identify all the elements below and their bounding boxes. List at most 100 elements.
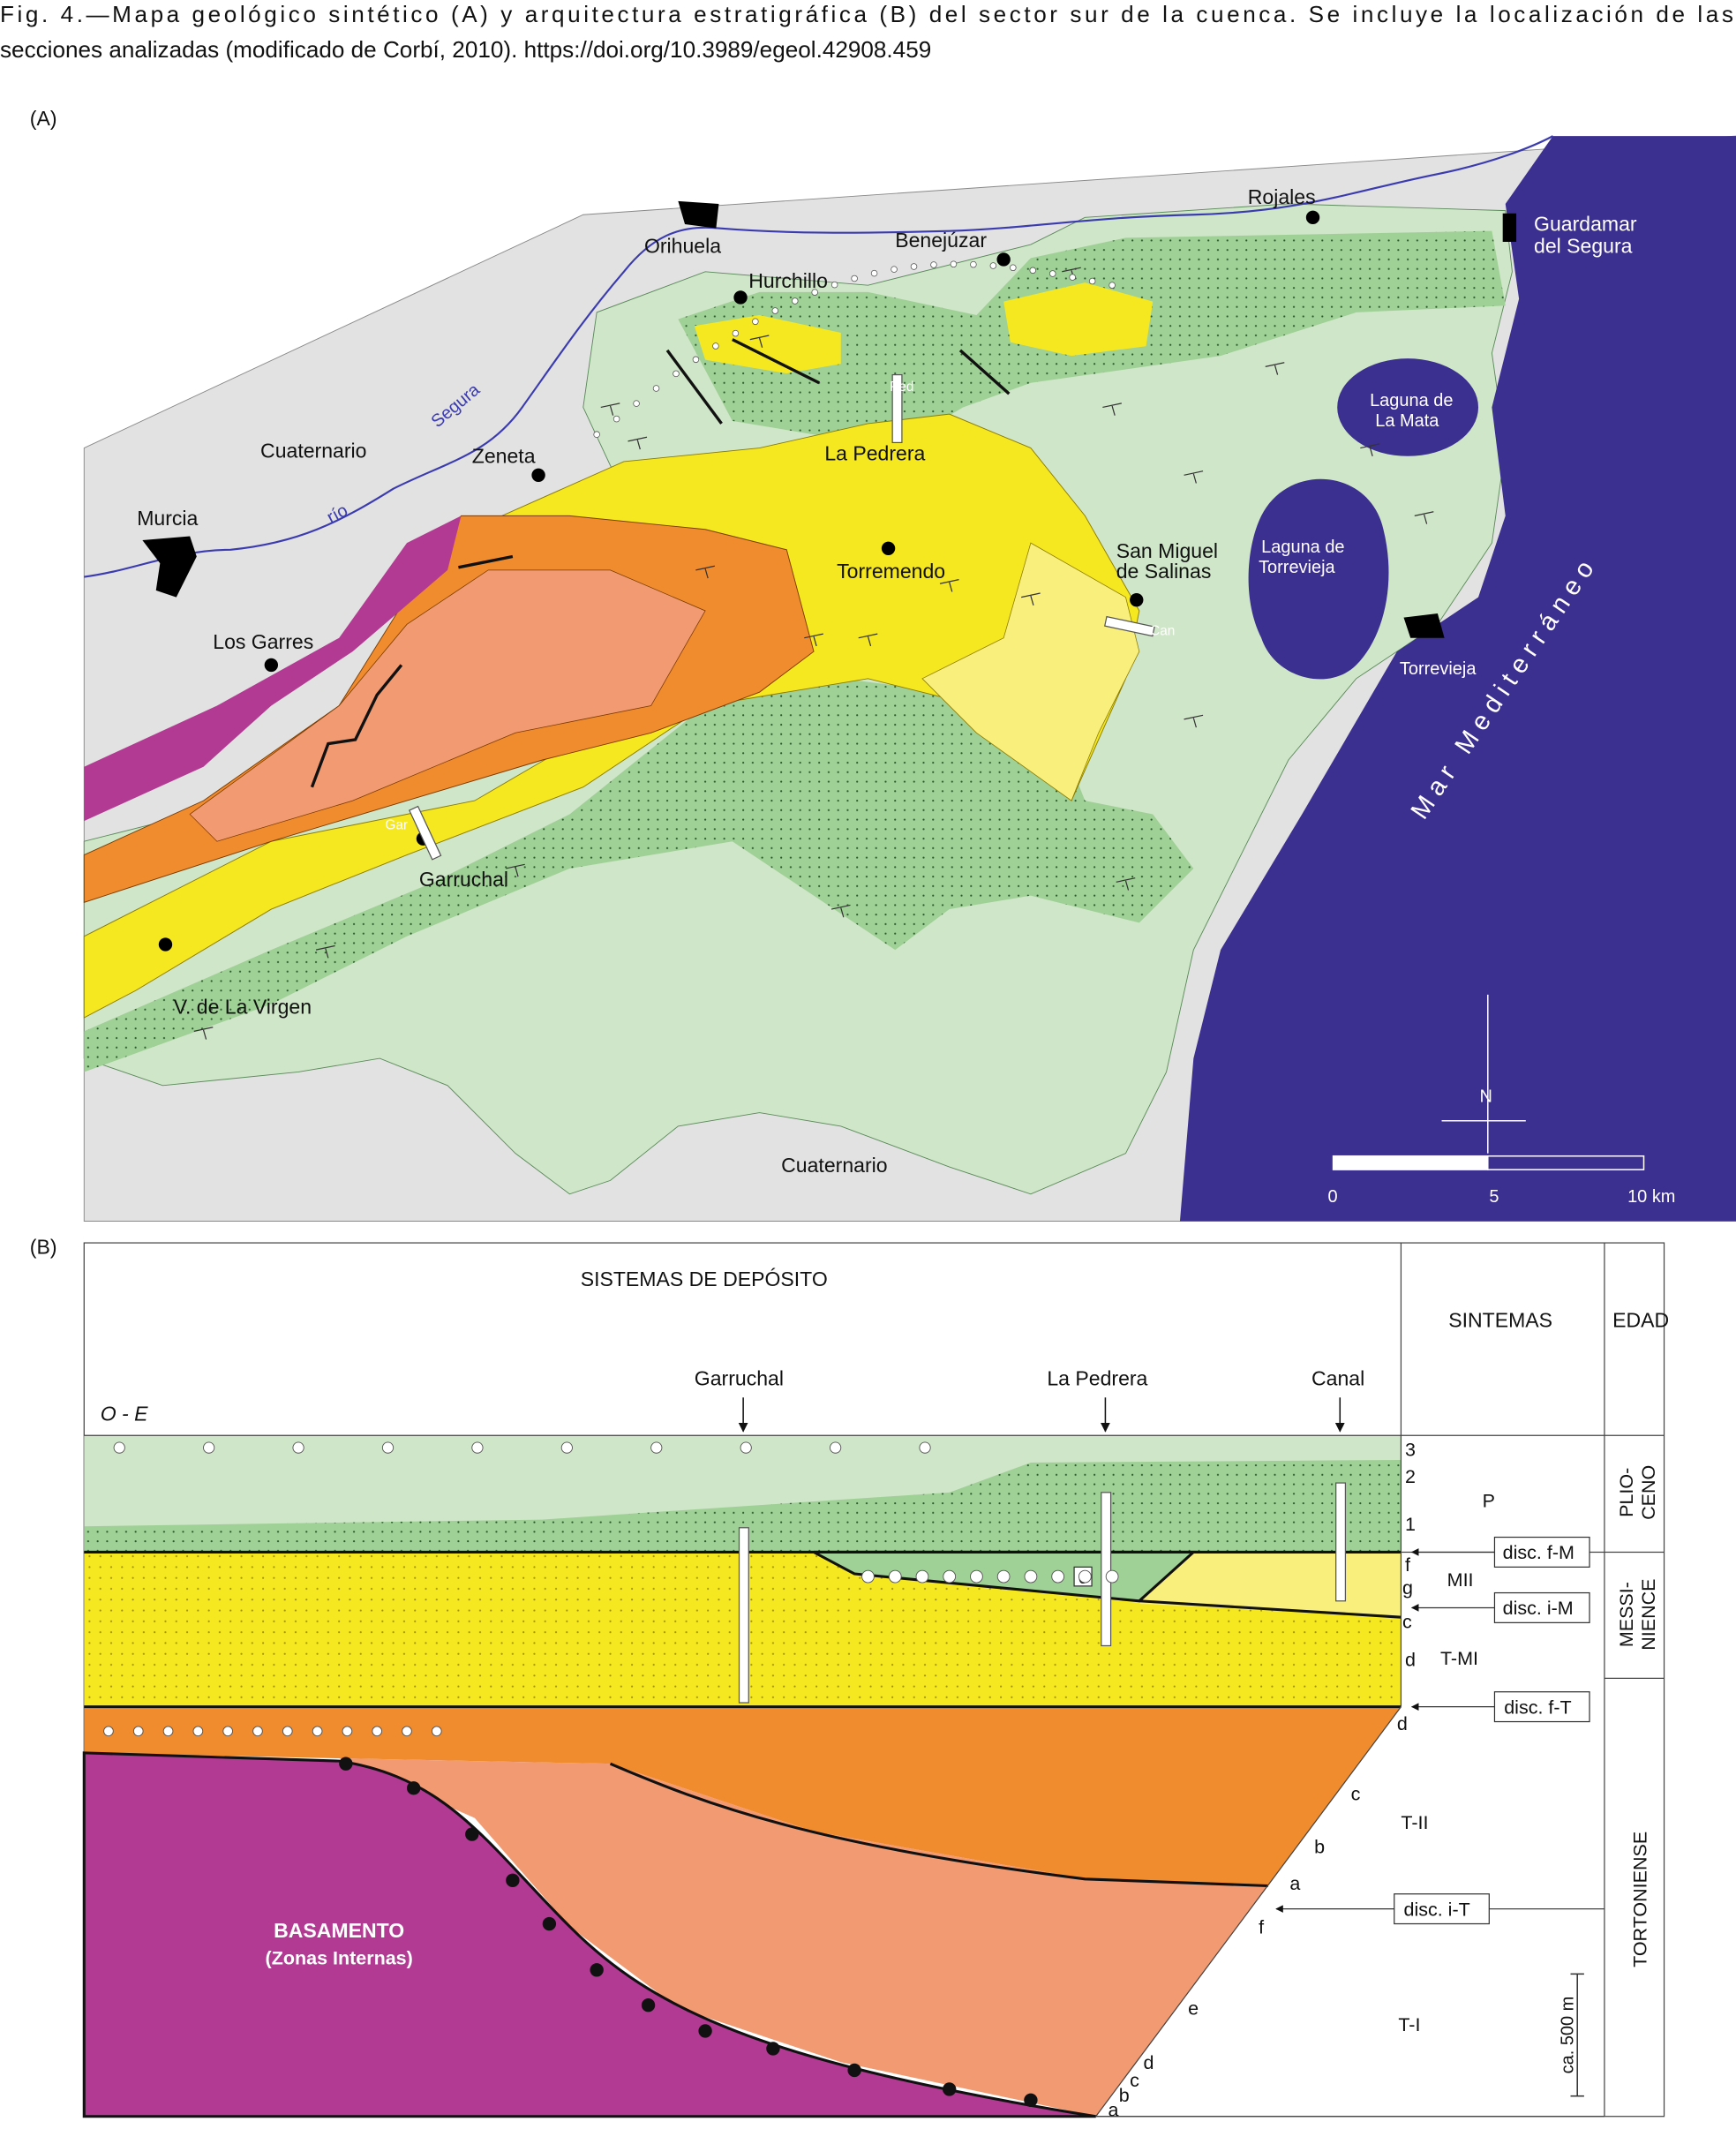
contact-dot	[698, 2024, 712, 2038]
pebble	[970, 1569, 983, 1584]
contact-dot	[943, 2082, 957, 2096]
town-shape	[142, 536, 197, 598]
section-label: Ped	[890, 380, 913, 395]
town-dot	[531, 468, 545, 482]
place-label: del Segura	[1534, 234, 1633, 257]
place-label: Laguna de	[1261, 538, 1344, 557]
pebble	[830, 1441, 842, 1454]
dip-symbol	[1192, 718, 1197, 728]
dip-symbol	[949, 582, 953, 592]
river	[84, 135, 1554, 578]
section-markers	[409, 373, 1155, 861]
edge-label: c	[1130, 2070, 1139, 2091]
town-dot	[733, 290, 748, 305]
section-name: La Pedrera	[1047, 1366, 1147, 1389]
dip-symbol	[1192, 473, 1197, 484]
place-label: V. de La Virgen	[174, 995, 312, 1018]
fault	[732, 338, 820, 385]
sintema: P	[1483, 1491, 1495, 1512]
dip-symbol	[1274, 365, 1279, 375]
edge-label: f	[1405, 1554, 1410, 1576]
margin-symbol	[930, 261, 937, 268]
pebble	[560, 1441, 573, 1454]
unconformity	[1139, 1599, 1402, 1619]
dip-symbol	[325, 948, 329, 959]
pebble	[996, 1569, 1011, 1584]
dip-symbol	[749, 335, 770, 341]
dip-symbol	[1414, 511, 1434, 516]
contact-dot	[766, 2042, 780, 2056]
place-label: La Mata	[1375, 411, 1439, 431]
place-label: Torremendo	[837, 560, 945, 583]
margin-symbol	[1108, 282, 1116, 289]
contact-dot	[1024, 2093, 1038, 2107]
pebble	[342, 1726, 353, 1737]
lagoon	[1248, 478, 1389, 680]
pebble	[402, 1726, 412, 1737]
caption-line: secciones analizadas (modificado de Corb…	[0, 36, 931, 63]
discontinuities: disc. f-M disc. i-M disc. f-T disc. i-T	[1275, 1536, 1604, 1925]
dip-symbol	[636, 440, 641, 450]
place-label: Benejúzar	[895, 229, 987, 252]
header: SISTEMAS DE DEPÓSITO	[581, 1268, 828, 1290]
sintema: T-MI	[1440, 1648, 1478, 1669]
section-label: Gar	[385, 817, 408, 832]
town-dot	[158, 937, 173, 952]
pebble	[372, 1726, 383, 1737]
margin-symbol	[891, 266, 898, 273]
section-bar	[891, 373, 903, 444]
header: SINTEMAS	[1448, 1308, 1552, 1331]
pebble	[381, 1441, 395, 1454]
fault	[458, 554, 514, 569]
messinian-light	[921, 542, 1140, 801]
age: PLIO-	[1616, 1468, 1637, 1517]
dip-symbol	[758, 337, 763, 349]
edge-label: 3	[1405, 1439, 1416, 1460]
pebble	[919, 1441, 931, 1454]
town-dot	[881, 541, 896, 555]
contact-dot	[847, 2063, 861, 2078]
dip-symbol	[1124, 880, 1130, 891]
dip-symbol	[1360, 443, 1379, 449]
place-label: Torrevieja	[1259, 558, 1335, 577]
margin-symbol	[1010, 264, 1017, 272]
unit-label: Cuaternario	[781, 1154, 887, 1177]
scale-label: 10 km	[1627, 1187, 1675, 1207]
place-label: Zeneta	[472, 444, 536, 467]
dip-symbol	[1423, 514, 1428, 524]
edge-label: d	[1143, 2052, 1154, 2073]
scale-bar	[1487, 1155, 1645, 1170]
pebble	[1024, 1569, 1038, 1584]
pliocene-dotted-pattern	[84, 1459, 1402, 1553]
panel-label: (B)	[30, 1235, 57, 1258]
dip-symbol	[840, 907, 845, 918]
dip-symbol	[515, 867, 519, 877]
section-label: Can	[1150, 624, 1175, 639]
unit-label: Cuaternario	[260, 439, 366, 462]
edge-label: b	[1314, 1837, 1325, 1858]
margin-symbol	[989, 262, 997, 269]
margin-symbol	[612, 415, 620, 423]
sintema: T-I	[1398, 2014, 1420, 2035]
basement-magenta	[84, 515, 462, 822]
dip-symbol	[202, 1029, 207, 1040]
dip-symbol	[1111, 405, 1116, 416]
sintema: T-II	[1401, 1812, 1428, 1833]
dip-symbol	[1062, 267, 1081, 273]
pebble	[861, 1569, 875, 1584]
margin-symbol	[752, 318, 759, 326]
pebble	[471, 1441, 484, 1454]
lagoon	[1337, 358, 1479, 456]
margin-symbol	[732, 329, 740, 337]
pebble	[1105, 1569, 1119, 1584]
section-bar	[409, 805, 442, 861]
margin-symbol	[950, 260, 958, 268]
section-name: Garruchal	[695, 1366, 784, 1389]
dip-symbol	[1184, 714, 1204, 720]
contact-dot	[542, 1916, 557, 1931]
edge-label: c	[1351, 1784, 1361, 1805]
place-label: Los Garres	[213, 630, 313, 653]
edge-label: a	[1289, 1873, 1300, 1894]
